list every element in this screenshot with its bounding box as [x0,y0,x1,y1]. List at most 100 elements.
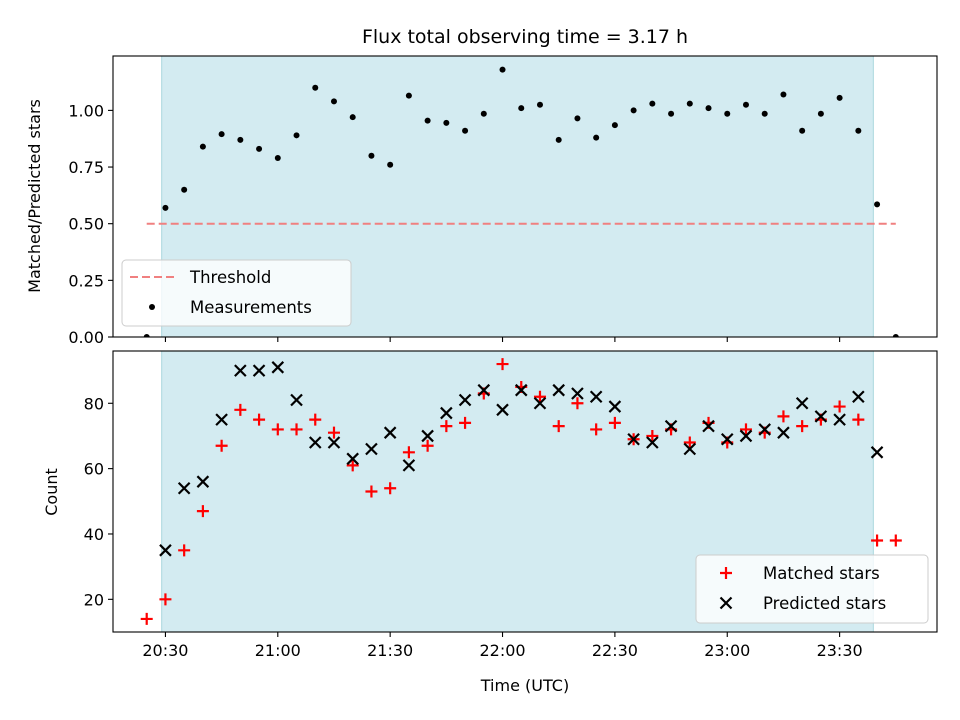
matched-star-point [852,413,865,426]
y-tick-label: 0.25 [68,271,104,290]
matched-star-point [159,593,172,606]
matched-star-point [796,420,809,433]
count-legend-box [695,554,929,624]
measurement-point [855,127,862,134]
matched-star-point [421,439,434,452]
x-tick-label: 22:30 [592,641,638,660]
matched-star-point [140,612,153,625]
legend-matched-label: Matched stars [763,564,880,583]
measurement-point [499,66,506,73]
x-tick-label: 23:30 [817,641,863,660]
predicted-star-point [308,436,322,449]
matched-star-point [178,544,191,557]
measurement-point [181,186,188,193]
measurement-point [349,114,356,121]
predicted-star-point [870,446,884,459]
count-y-axis: 20 40 60 80 [84,394,113,609]
measurement-point [742,101,749,108]
measurement-point [518,105,525,112]
y-tick-label: 0.50 [68,215,104,234]
matched-star-point [365,485,378,498]
predicted-star-point [402,459,416,472]
predicted-star-point [196,475,210,488]
measurement-point [218,131,225,138]
matched-star-point [459,416,472,429]
y-tick-label: 20 [84,590,104,609]
predicted-star-point [852,390,865,404]
predicted-star-point [252,364,266,377]
legend-predicted-swatch [719,596,733,610]
measurement-point [574,115,581,122]
measurement-point [256,145,263,152]
ratio-panel: Flux total observing time = 3.17 h 0.00 0… [25,26,938,347]
predicted-star-point [271,361,285,374]
matched-star-point [646,429,659,442]
matched-star-point [346,459,359,472]
measurement-point [462,127,469,134]
matched-star-point [253,413,266,426]
predicted-star-point [589,390,603,404]
y-tick-label: 0.75 [68,158,104,177]
x-axis-label: Time (UTC) [480,676,569,695]
chart-title: Flux total observing time = 3.17 h [362,26,688,48]
measurement-point [199,143,206,150]
measurement-point [368,152,375,159]
measurement-point [162,204,169,211]
matched-star-point [234,403,247,416]
y-tick-label: 40 [84,525,104,544]
measurement-point [593,134,600,141]
matched-star-point [552,420,565,433]
y-tick-label: 80 [84,394,104,413]
ratio-x-axis [164,337,841,342]
matched-star-point [533,390,546,403]
measurement-point [892,334,899,337]
matched-star-point [683,436,696,449]
matched-star-point [777,410,790,423]
predicted-star-point [383,426,397,439]
count-y-axis-label: Count [42,468,61,516]
matched-star-point [871,534,884,547]
legend-matched-swatch [720,567,732,579]
matched-star-point [889,534,902,547]
matched-star-point [196,505,209,518]
measurement-point [480,110,487,117]
y-tick-label: 0.00 [68,328,104,347]
top-axes-frame [112,55,938,338]
measurement-point [836,94,843,101]
legend-predicted-label: Predicted stars [763,594,886,613]
predicted-star-point [608,400,622,413]
matched-star-point [290,423,303,436]
legend-threshold-label: Threshold [189,268,271,287]
x-tick-label: 20:30 [142,641,188,660]
predicted-star-point [458,393,472,407]
predicted-star-point [159,544,172,557]
measurement-point [293,132,300,139]
predicted-star-point [833,413,846,426]
ratio-y-axis-label: Matched/Predicted stars [25,99,44,293]
predicted-star-point [514,383,528,397]
matched-star-point [590,423,603,436]
ratio-y-axis: 0.00 0.25 0.50 0.75 1.00 [68,101,113,347]
measurement-point [312,84,319,91]
predicted-star-point [177,481,191,495]
predicted-star-point [795,397,809,410]
measurement-point [761,110,768,117]
predicted-star-point [234,364,247,377]
matched-star-point [215,439,228,452]
x-tick-label: 21:30 [367,641,413,660]
measurement-point [668,110,675,117]
measurement-point [780,91,787,98]
legend-measurements-swatch [149,304,155,310]
predicted-star-point [496,403,509,417]
ratio-legend-box [121,259,352,327]
measurement-point [274,154,281,161]
matched-star-point [402,446,415,459]
predicted-star-point [683,442,697,456]
matched-star-point [309,413,322,426]
measurement-point [611,122,618,129]
matched-star-point [384,482,397,495]
x-tick-label: 23:00 [704,641,750,660]
y-tick-label: 60 [84,460,104,479]
matched-star-point [833,400,846,413]
